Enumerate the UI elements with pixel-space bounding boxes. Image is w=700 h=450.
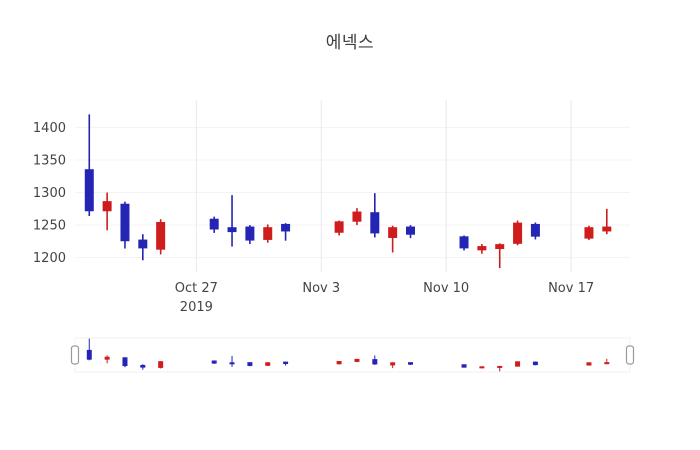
y-axis-tick: 1350	[33, 153, 66, 168]
candle[interactable]	[495, 243, 505, 269]
candle[interactable]	[209, 216, 219, 233]
candle	[515, 361, 521, 367]
candle[interactable]	[120, 201, 130, 249]
candle[interactable]	[370, 193, 380, 238]
candle	[336, 361, 342, 365]
candle	[283, 361, 289, 366]
candle[interactable]	[138, 234, 148, 261]
candle[interactable]	[405, 225, 415, 239]
candle[interactable]	[102, 192, 112, 231]
y-axis: 1200 1250 1300 1350 1400	[33, 121, 66, 266]
candle	[158, 360, 164, 369]
chart-title: 에넥스	[325, 33, 375, 53]
candle[interactable]	[513, 220, 523, 246]
candle	[604, 358, 610, 365]
candle	[104, 355, 110, 364]
candle-series	[84, 114, 612, 269]
candle	[122, 357, 128, 368]
candle[interactable]	[477, 243, 487, 254]
candle	[390, 362, 396, 369]
candle	[140, 364, 146, 370]
candle	[372, 355, 378, 365]
candle[interactable]	[281, 223, 291, 241]
y-axis-tick: 1400	[33, 121, 66, 136]
candle	[461, 364, 467, 368]
candle[interactable]	[334, 220, 344, 236]
candle	[86, 338, 92, 361]
range-slider-handle-right[interactable]	[625, 345, 635, 365]
candle	[247, 362, 253, 367]
y-axis-tick: 1200	[33, 251, 66, 266]
candle	[211, 360, 217, 364]
x-axis-tick: Nov 17	[548, 281, 594, 296]
y-axis-tick: 1300	[33, 186, 66, 201]
range-slider[interactable]	[70, 337, 635, 373]
range-slider-series	[86, 338, 610, 372]
candle[interactable]	[530, 222, 540, 240]
candle[interactable]	[459, 235, 469, 251]
x-axis-tick: Nov 3	[302, 281, 340, 296]
candle[interactable]	[227, 195, 237, 247]
candle	[479, 366, 485, 369]
candle	[532, 361, 538, 366]
candle[interactable]	[156, 219, 166, 255]
candle[interactable]	[84, 114, 94, 216]
candle	[497, 365, 503, 372]
candle	[407, 362, 413, 366]
x-axis-tick: Oct 27	[175, 281, 218, 296]
x-axis-tick: Nov 10	[423, 281, 469, 296]
candle	[354, 358, 360, 363]
candle[interactable]	[584, 225, 594, 241]
candle	[229, 355, 235, 367]
candle[interactable]	[263, 224, 273, 243]
y-axis-tick: 1250	[33, 219, 66, 234]
candle	[265, 362, 271, 367]
x-axis-tick-year: 2019	[180, 300, 213, 315]
candle[interactable]	[602, 208, 612, 235]
candle[interactable]	[245, 225, 255, 244]
candle[interactable]	[388, 225, 398, 253]
candle[interactable]	[352, 208, 362, 226]
gridlines	[75, 100, 630, 272]
range-slider-handle-left[interactable]	[70, 345, 80, 365]
x-axis: Oct 27 2019 Nov 3 Nov 10 Nov 17	[175, 281, 594, 315]
candle	[586, 362, 592, 366]
